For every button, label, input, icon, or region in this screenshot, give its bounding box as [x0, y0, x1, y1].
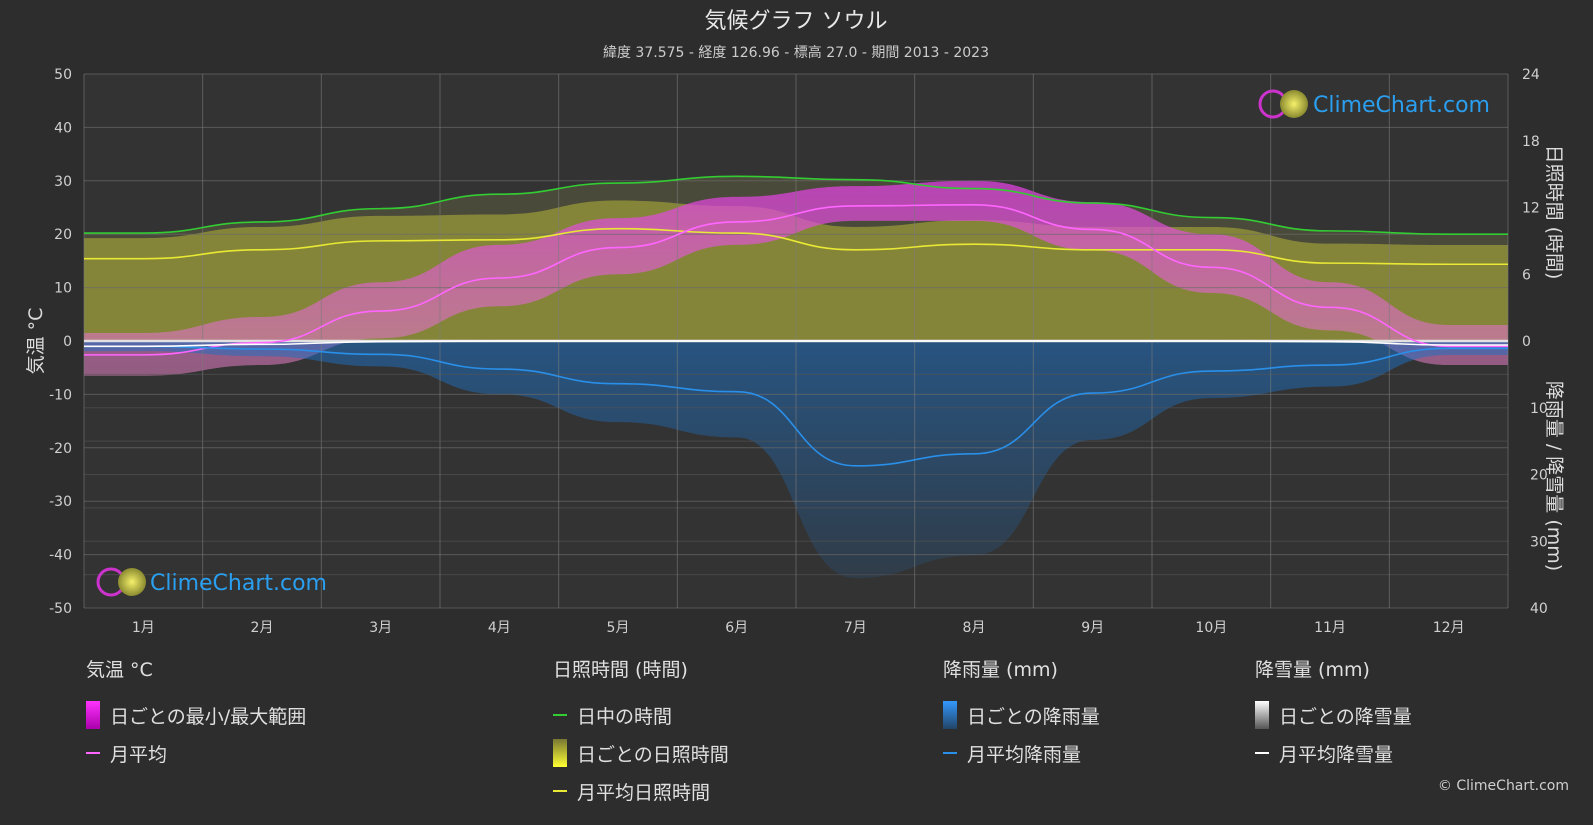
month-tick-label: 2月: [251, 620, 274, 636]
right-bottom-tick-label: 20: [1530, 468, 1548, 484]
axes: 50 40 30 20 10 0 -10 -20 -30 -40 -50 24 18 12 6 0 10 20 30…: [49, 67, 1548, 636]
logo-sun-icon: [118, 568, 146, 596]
series-lines: [83, 175, 1508, 467]
snow-swatch: [1255, 701, 1269, 729]
right-top-tick-label: 24: [1522, 67, 1540, 83]
sunshine-avg-swatch: [553, 790, 567, 792]
left-tick-label: 0: [63, 334, 72, 350]
month-tick-label: 3月: [369, 620, 392, 636]
temp-range-swatch: [86, 701, 100, 729]
right-bottom-tick-label: 40: [1530, 601, 1548, 617]
right-top-tick-label: 6: [1522, 267, 1531, 283]
legend-title: 降雪量 (mm): [1255, 659, 1370, 681]
right-top-tick-label: 12: [1522, 201, 1540, 217]
month-tick-label: 12月: [1433, 620, 1465, 636]
rain-avg-swatch: [943, 752, 957, 754]
chart-title: 気候グラフ ソウル: [705, 9, 888, 34]
right-axis-bottom-label: 降雨量 / 降雪量 (mm): [1543, 381, 1565, 571]
left-tick-label: -10: [49, 387, 72, 403]
legend-item: 日ごとの最小/最大範囲: [86, 696, 306, 734]
month-tick-label: 5月: [607, 620, 630, 636]
month-tick-label: 7月: [844, 620, 867, 636]
logo-sun-icon: [1280, 90, 1308, 118]
month-tick-label: 9月: [1081, 620, 1104, 636]
watermark-bottom: ClimeChart.com: [96, 567, 327, 597]
daylight-line: [83, 175, 1508, 235]
month-tick-label: 4月: [488, 620, 511, 636]
legend-temperature: 気温 °C 日ごとの最小/最大範囲 月平均: [86, 655, 306, 772]
sunshine-avg-line: [84, 227, 1508, 266]
watermark-text-bottom: ClimeChart.com: [150, 571, 327, 596]
month-tick-label: 8月: [963, 620, 986, 636]
month-tick-label: 1月: [132, 620, 155, 636]
legend-item: 月平均: [86, 734, 306, 772]
climate-chart: 気候グラフ ソウル 緯度 37.575 - 経度 126.96 - 標高 27.…: [25, 9, 1565, 636]
left-tick-label: 20: [54, 227, 72, 243]
legend-label: 日ごとの降雨量: [967, 705, 1100, 728]
right-bottom-tick-label: 10: [1530, 401, 1548, 417]
legend-title: 降雨量 (mm): [943, 659, 1058, 681]
watermark-top: ClimeChart.com: [1258, 89, 1490, 119]
sunshine-swatch: [553, 739, 567, 767]
month-tick-label: 11月: [1314, 620, 1346, 636]
temp-avg-line: [83, 204, 1508, 356]
left-tick-label: 10: [54, 281, 72, 297]
legend-label: 日ごとの最小/最大範囲: [110, 705, 307, 728]
snow-avg-line: [83, 340, 1508, 348]
legend-label: 日ごとの降雪量: [1279, 705, 1412, 728]
legend-sunshine: 日照時間 (時間) 日中の時間 日ごとの日照時間 月平均日照時間: [553, 655, 729, 810]
left-tick-label: -30: [49, 494, 72, 510]
legend-item: 日ごとの日照時間: [553, 734, 729, 772]
legend-label: 日ごとの日照時間: [577, 743, 729, 766]
right-axis-top-label: 日照時間 (時間): [1543, 145, 1565, 280]
legend-snow: 降雪量 (mm) 日ごとの降雪量 月平均降雪量: [1255, 655, 1412, 772]
month-tick-label: 6月: [725, 620, 748, 636]
legend-item: 月平均日照時間: [553, 772, 729, 810]
legend-title: 気温 °C: [86, 659, 153, 681]
left-tick-label: -50: [49, 601, 72, 617]
legend-label: 日中の時間: [577, 705, 673, 728]
legend-item: 日ごとの降雪量: [1255, 696, 1412, 734]
temp-avg-swatch: [86, 752, 100, 754]
watermark-text-top: ClimeChart.com: [1313, 93, 1490, 118]
left-tick-label: -20: [49, 441, 72, 457]
legend-label: 月平均日照時間: [577, 781, 711, 804]
copyright: © ClimeChart.com: [1437, 778, 1569, 794]
legend-item: 日中の時間: [553, 696, 729, 734]
legend-item: 月平均降雨量: [943, 734, 1100, 772]
legend-label: 月平均: [110, 743, 168, 766]
right-bottom-tick-label: 30: [1530, 534, 1548, 550]
left-axis-label: 気温 °C: [25, 308, 47, 375]
chart-subtitle: 緯度 37.575 - 経度 126.96 - 標高 27.0 - 期間 201…: [603, 44, 989, 61]
legend-title: 日照時間 (時間): [553, 659, 688, 681]
daylight-swatch: [553, 714, 567, 716]
month-tick-label: 10月: [1195, 620, 1227, 636]
snow-avg-swatch: [1255, 752, 1269, 754]
legend-label: 月平均降雪量: [1279, 743, 1394, 766]
left-tick-label: -40: [49, 548, 72, 564]
right-top-tick-label: 18: [1522, 134, 1540, 150]
left-tick-label: 50: [54, 67, 72, 83]
right-top-tick-label: 0: [1522, 334, 1531, 350]
legend-label: 月平均降雨量: [967, 743, 1082, 766]
legend-rain: 降雨量 (mm) 日ごとの降雨量 月平均降雨量: [943, 655, 1100, 772]
rain-swatch: [943, 701, 957, 729]
left-tick-label: 40: [54, 120, 72, 136]
legend-item: 月平均降雪量: [1255, 734, 1412, 772]
legend-item: 日ごとの降雨量: [943, 696, 1100, 734]
rain-avg-line: [83, 345, 1508, 467]
left-tick-label: 30: [54, 174, 72, 190]
